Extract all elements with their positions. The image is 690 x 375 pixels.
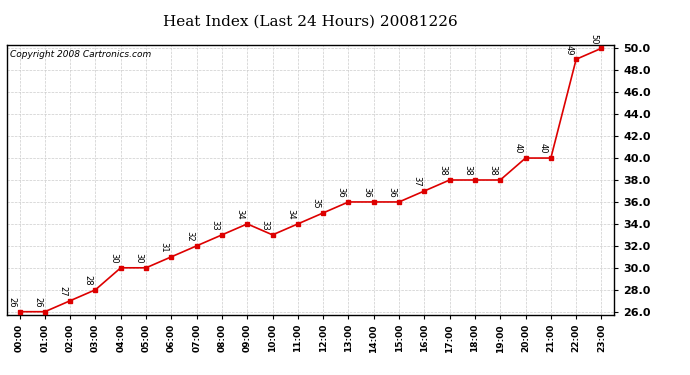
Text: 33: 33 bbox=[210, 220, 219, 231]
Text: 31: 31 bbox=[159, 242, 168, 253]
Text: 34: 34 bbox=[235, 209, 244, 220]
Text: 36: 36 bbox=[387, 187, 396, 198]
Text: 30: 30 bbox=[109, 253, 118, 264]
Text: 40: 40 bbox=[539, 143, 548, 154]
Text: 33: 33 bbox=[261, 220, 270, 231]
Text: 26: 26 bbox=[33, 297, 42, 307]
Text: 30: 30 bbox=[135, 253, 144, 264]
Text: 37: 37 bbox=[413, 176, 422, 187]
Text: 36: 36 bbox=[337, 187, 346, 198]
Text: 50: 50 bbox=[590, 34, 599, 44]
Text: 26: 26 bbox=[8, 297, 17, 307]
Text: 38: 38 bbox=[489, 165, 497, 176]
Text: 32: 32 bbox=[185, 231, 194, 242]
Text: 36: 36 bbox=[362, 187, 371, 198]
Text: 28: 28 bbox=[83, 275, 92, 286]
Text: Heat Index (Last 24 Hours) 20081226: Heat Index (Last 24 Hours) 20081226 bbox=[163, 15, 458, 29]
Text: 27: 27 bbox=[59, 286, 68, 297]
Text: 38: 38 bbox=[438, 165, 447, 176]
Text: 34: 34 bbox=[286, 209, 295, 220]
Text: Copyright 2008 Cartronics.com: Copyright 2008 Cartronics.com bbox=[10, 50, 151, 59]
Text: 40: 40 bbox=[514, 143, 523, 154]
Text: 49: 49 bbox=[564, 45, 573, 55]
Text: 35: 35 bbox=[311, 198, 320, 209]
Text: 38: 38 bbox=[463, 165, 472, 176]
